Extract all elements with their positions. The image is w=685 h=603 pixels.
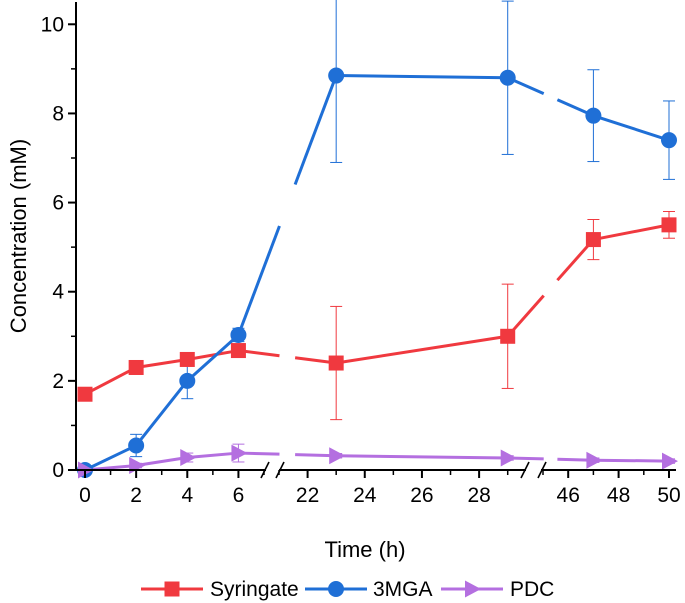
x-tick-label: 28 xyxy=(467,484,490,507)
legend-label: Syringate xyxy=(210,578,299,601)
series-line-segment xyxy=(593,458,670,463)
data-point-square xyxy=(77,386,93,402)
legend: Syringate 3MGA PDC xyxy=(141,578,554,601)
series-line-segment xyxy=(187,451,239,460)
legend-marker xyxy=(164,581,180,597)
series-line-segment xyxy=(84,366,137,396)
data-point-circle xyxy=(585,107,602,124)
series-line-segment xyxy=(336,454,508,460)
data-point-triangle-right xyxy=(231,444,248,462)
x-tick-label: 26 xyxy=(410,484,433,507)
series-line-segment xyxy=(592,114,670,142)
legend-label: 3MGA xyxy=(373,578,433,601)
series-line-segment xyxy=(135,357,188,369)
series-line-segment xyxy=(187,349,239,361)
y-tick-label: 4 xyxy=(52,281,64,304)
y-tick-label: 6 xyxy=(52,192,64,215)
series-line-segment xyxy=(237,225,281,336)
data-point-triangle-right xyxy=(586,451,603,469)
x-tick-label: 46 xyxy=(557,484,580,507)
y-tick-label: 10 xyxy=(41,13,64,36)
x-tick-label: 50 xyxy=(657,484,680,507)
x-tick-label: 22 xyxy=(296,484,319,507)
series-line-segment xyxy=(593,223,670,242)
data-point-circle xyxy=(230,326,247,343)
legend-label: PDC xyxy=(510,578,554,601)
series-lines xyxy=(84,74,670,472)
series-line-segment xyxy=(84,444,137,472)
series-line-segment xyxy=(336,74,508,80)
series-line-segment xyxy=(186,333,240,382)
y-tick-label: 8 xyxy=(52,102,64,125)
data-point-square xyxy=(661,217,677,233)
legend-marker xyxy=(465,580,481,598)
data-point-triangle-right xyxy=(329,447,346,465)
series-line-segment xyxy=(134,379,189,447)
axis-break-mark xyxy=(260,461,270,479)
y-axis-title: Concentration (mM) xyxy=(6,139,31,333)
error-bars xyxy=(79,0,675,471)
x-tick-label: 48 xyxy=(607,484,630,507)
data-point-circle xyxy=(179,372,196,389)
legend-marker xyxy=(328,581,344,597)
series-markers xyxy=(77,67,678,479)
data-point-square xyxy=(500,328,516,344)
data-point-square xyxy=(179,351,195,367)
data-point-triangle-right xyxy=(500,449,517,467)
y-tick-label: 0 xyxy=(52,459,64,482)
series-line-segment xyxy=(135,456,188,468)
data-point-triangle-right xyxy=(180,449,197,467)
x-tick-label: 2 xyxy=(130,484,142,507)
x-tick-label: 4 xyxy=(181,484,193,507)
data-point-square xyxy=(128,359,144,375)
data-point-circle xyxy=(499,69,516,86)
data-point-circle xyxy=(661,132,677,149)
x-tick-label: 24 xyxy=(353,484,377,507)
x-axis-title: Time (h) xyxy=(324,537,405,562)
y-tick-label: 2 xyxy=(52,370,64,393)
data-point-circle xyxy=(128,437,145,454)
data-point-square xyxy=(230,343,246,359)
data-point-triangle-right xyxy=(662,452,678,470)
data-point-circle xyxy=(328,67,345,84)
data-point-square xyxy=(328,355,344,371)
series-line-segment xyxy=(293,75,338,186)
axis-break-mark xyxy=(520,461,530,479)
x-tick-label: 6 xyxy=(233,484,245,507)
series-line-segment xyxy=(335,334,508,365)
data-point-square xyxy=(585,232,601,248)
x-tick-label: 0 xyxy=(79,484,91,507)
